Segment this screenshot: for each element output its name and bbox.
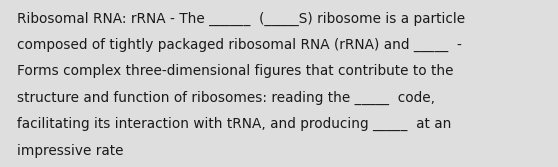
- Text: structure and function of ribosomes: reading the _____  code,: structure and function of ribosomes: rea…: [17, 91, 435, 105]
- Text: facilitating its interaction with tRNA, and producing _____  at an: facilitating its interaction with tRNA, …: [17, 117, 451, 131]
- Text: Ribosomal RNA: rRNA - The ______  (_____S) ribosome is a particle: Ribosomal RNA: rRNA - The ______ (_____S…: [17, 12, 465, 26]
- Text: impressive rate: impressive rate: [17, 144, 123, 158]
- Text: composed of tightly packaged ribosomal RNA (rRNA) and _____  -: composed of tightly packaged ribosomal R…: [17, 38, 461, 52]
- Text: Forms complex three-dimensional figures that contribute to the: Forms complex three-dimensional figures …: [17, 64, 453, 78]
